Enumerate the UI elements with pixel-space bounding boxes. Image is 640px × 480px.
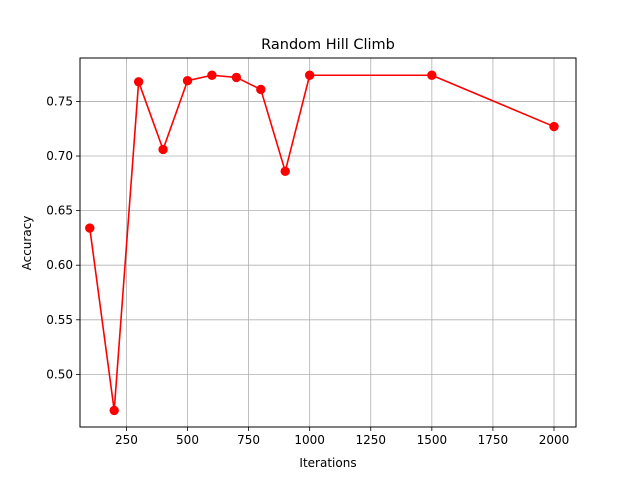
x-tick-label: 250	[115, 433, 138, 447]
series-group	[85, 70, 559, 416]
x-axis-ticks: 250 500 750 1000 1250 1500 1750 2000	[115, 427, 569, 447]
x-tick-label: 1000	[294, 433, 325, 447]
y-axis-label: Accuracy	[20, 216, 34, 271]
data-point	[256, 84, 266, 95]
y-tick-label: 0.70	[46, 149, 73, 163]
data-point	[549, 121, 559, 132]
data-point	[109, 405, 119, 416]
y-tick-label: 0.65	[46, 204, 73, 218]
data-point	[304, 70, 315, 80]
data-point	[158, 144, 168, 155]
data-point	[427, 70, 437, 80]
data-point	[231, 72, 242, 83]
x-tick-label: 500	[176, 433, 199, 447]
y-axis-ticks: 0.50 0.55 0.60 0.65 0.70 0.75	[46, 94, 80, 381]
data-point	[85, 223, 95, 233]
plot-area-frame	[79, 57, 577, 428]
data-point	[133, 77, 144, 87]
x-tick-label: 2000	[539, 433, 570, 447]
y-tick-label: 0.55	[46, 313, 73, 327]
y-tick-label: 0.75	[46, 94, 73, 108]
x-tick-label: 1750	[478, 433, 509, 447]
y-tick-label: 0.60	[46, 258, 73, 272]
x-tick-label: 1250	[355, 433, 386, 447]
x-tick-label: 1500	[417, 433, 448, 447]
data-point	[207, 70, 217, 80]
x-axis-label: Iterations	[299, 456, 356, 470]
data-point	[280, 166, 290, 177]
x-tick-label: 750	[237, 433, 260, 447]
data-point	[182, 76, 193, 86]
y-tick-label: 0.50	[46, 367, 73, 381]
chart-title: Random Hill Climb	[261, 37, 395, 53]
series-line	[88, 74, 555, 412]
